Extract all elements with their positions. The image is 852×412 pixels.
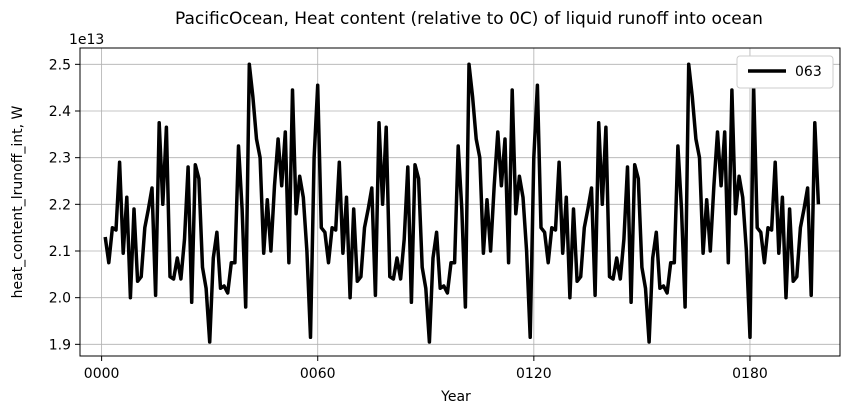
y-tick-label: 2.4 <box>49 104 71 120</box>
y-tick-label: 2.0 <box>49 291 71 307</box>
chart-title: PacificOcean, Heat content (relative to … <box>175 9 763 29</box>
y-axis-multiplier: 1e13 <box>69 32 104 48</box>
y-tick-label: 2.1 <box>49 244 71 260</box>
axis-ticks: 0000 0060 0120 0180 1.9 2.0 2.1 2.2 2.3 2.4 2.5 <box>49 57 768 382</box>
y-tick-label: 2.2 <box>49 197 71 213</box>
plot-frame <box>79 47 841 357</box>
y-axis-label: heat_content_lrunoff_int, W <box>10 105 26 298</box>
legend-label-063: 063 <box>795 64 822 80</box>
x-tick-label: 0060 <box>300 366 336 382</box>
legend: 063 <box>736 55 834 89</box>
x-tick-label: 0120 <box>516 366 552 382</box>
y-tick-label: 1.9 <box>49 337 71 353</box>
y-tick-label: 2.5 <box>49 57 71 73</box>
plot-series <box>103 62 821 344</box>
x-axis-label: Year <box>440 389 471 405</box>
series-line-063 <box>103 62 821 344</box>
y-tick-label: 2.3 <box>49 151 71 167</box>
x-tick-label: 0000 <box>84 366 120 382</box>
x-tick-label: 0180 <box>732 366 768 382</box>
